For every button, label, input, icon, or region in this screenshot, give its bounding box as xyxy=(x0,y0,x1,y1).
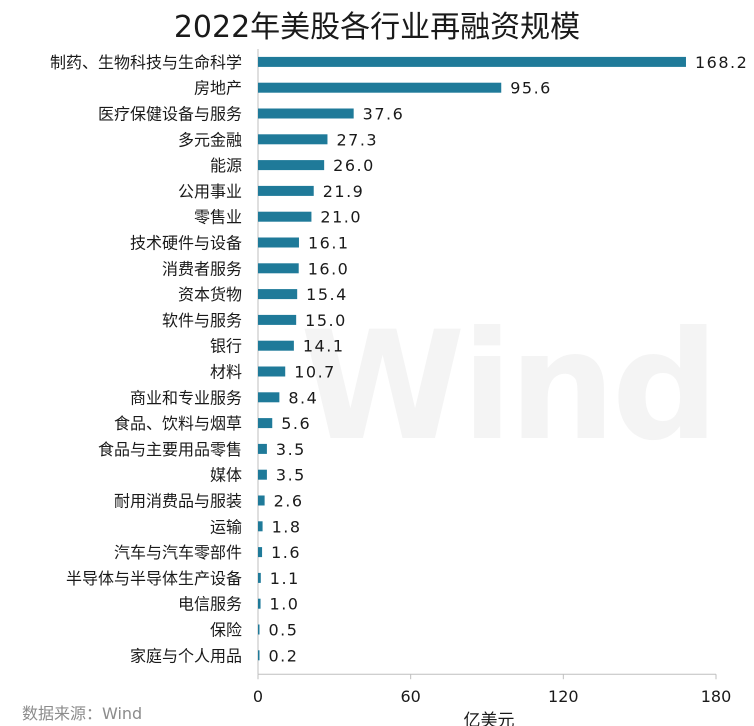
bar xyxy=(258,547,263,558)
value-label: 1.6 xyxy=(271,543,301,562)
bar xyxy=(258,650,260,661)
category-label: 医疗保健设备与服务 xyxy=(98,105,242,124)
bar xyxy=(258,237,299,248)
bar xyxy=(258,160,325,171)
category-label: 消费者服务 xyxy=(162,259,242,278)
bar xyxy=(258,624,260,635)
bar xyxy=(258,108,354,119)
category-label: 房地产 xyxy=(194,79,242,98)
bar xyxy=(258,443,267,454)
bar xyxy=(258,314,297,325)
x-tick-label: 60 xyxy=(400,687,420,706)
category-label: 资本货物 xyxy=(178,285,242,304)
value-label: 16.0 xyxy=(308,259,350,278)
value-label: 8.4 xyxy=(288,388,318,407)
category-label: 公用事业 xyxy=(178,182,242,201)
value-label: 3.5 xyxy=(276,440,306,459)
category-label: 汽车与汽车零部件 xyxy=(114,543,242,562)
bar xyxy=(258,366,286,377)
bar xyxy=(258,495,265,506)
category-label: 零售业 xyxy=(194,208,242,227)
bar xyxy=(258,82,502,93)
bar xyxy=(258,185,314,196)
category-label: 保险 xyxy=(210,621,242,640)
category-label: 食品、饮料与烟草 xyxy=(114,414,242,433)
value-label: 0.5 xyxy=(269,621,299,640)
bar xyxy=(258,469,267,480)
category-label: 软件与服务 xyxy=(162,311,242,330)
value-label: 1.8 xyxy=(272,517,302,536)
x-tick-label: 180 xyxy=(701,687,732,706)
bar xyxy=(258,572,261,583)
bar xyxy=(258,598,261,609)
category-label: 电信服务 xyxy=(178,595,242,614)
value-label: 15.4 xyxy=(306,285,348,304)
category-label: 家庭与个人用品 xyxy=(130,646,242,665)
data-source: 数据来源：Wind xyxy=(22,704,143,723)
bar xyxy=(258,289,298,300)
x-tick-label: 0 xyxy=(253,687,263,706)
category-label: 银行 xyxy=(210,337,242,356)
category-label: 商业和专业服务 xyxy=(130,388,242,407)
bar xyxy=(258,134,328,145)
value-label: 5.6 xyxy=(281,414,311,433)
value-label: 95.6 xyxy=(510,79,552,98)
bar xyxy=(258,56,686,67)
value-label: 14.1 xyxy=(303,337,345,356)
watermark: Wind xyxy=(300,300,719,474)
category-label: 食品与主要用品零售 xyxy=(98,440,242,459)
value-label: 10.7 xyxy=(294,363,336,382)
category-label: 技术硬件与设备 xyxy=(130,234,242,253)
value-label: 16.1 xyxy=(308,234,350,253)
category-label: 材料 xyxy=(210,363,242,382)
value-label: 0.2 xyxy=(269,646,299,665)
value-label: 1.1 xyxy=(270,569,300,588)
bar xyxy=(258,521,263,532)
value-label: 1.0 xyxy=(270,595,300,614)
category-label: 多元金融 xyxy=(178,130,242,149)
value-label: 21.9 xyxy=(323,182,365,201)
value-label: 15.0 xyxy=(305,311,347,330)
category-label: 能源 xyxy=(210,156,242,175)
bar xyxy=(258,211,312,222)
x-axis-title: 亿美元 xyxy=(464,711,515,726)
category-label: 运输 xyxy=(210,517,242,536)
value-label: 27.3 xyxy=(336,130,378,149)
value-label: 2.6 xyxy=(274,492,304,511)
category-label: 耐用消费品与服装 xyxy=(114,492,242,511)
chart-title: 2022年美股各行业再融资规模 xyxy=(173,10,581,45)
bar xyxy=(258,418,273,429)
category-label: 半导体与半导体生产设备 xyxy=(66,569,242,588)
bar xyxy=(258,340,294,351)
value-label: 168.2 xyxy=(695,53,748,72)
value-label: 3.5 xyxy=(276,466,306,485)
value-label: 26.0 xyxy=(333,156,375,175)
category-label: 制药、生物科技与生命科学 xyxy=(50,53,242,72)
category-label: 媒体 xyxy=(210,466,242,485)
value-label: 21.0 xyxy=(320,208,362,227)
bar xyxy=(258,263,299,274)
value-label: 37.6 xyxy=(363,105,405,124)
x-tick-label: 120 xyxy=(548,687,579,706)
bar xyxy=(258,392,280,403)
